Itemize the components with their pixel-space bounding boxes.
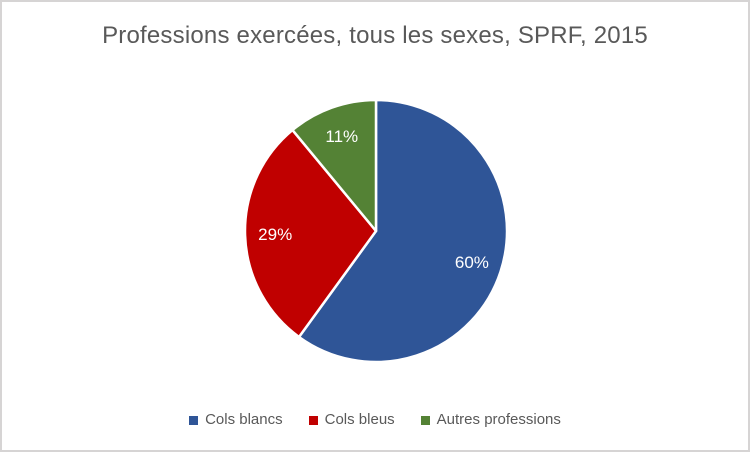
chart-title: Professions exercées, tous les sexes, SP… bbox=[102, 22, 648, 49]
legend-label-autres-professions: Autres professions bbox=[436, 411, 561, 428]
pie-slice-autres-professions bbox=[291, 98, 378, 233]
data-label-cols-bleus: 29% bbox=[258, 225, 292, 244]
legend: Cols blancs Cols bleus Autres profession… bbox=[2, 410, 748, 430]
pie-slice-cols-blancs bbox=[297, 98, 509, 364]
legend-item-cols-bleus: Cols bleus bbox=[308, 410, 395, 430]
legend-label-cols-bleus: Cols bleus bbox=[324, 411, 395, 428]
pie-slice-cols-bleus bbox=[243, 128, 378, 339]
legend-item-autres-professions: Autres professions bbox=[420, 410, 561, 430]
legend-swatch-cols-bleus-icon bbox=[308, 415, 318, 425]
legend-swatch-autres-professions-icon bbox=[420, 415, 430, 425]
data-label-autres-professions: 11% bbox=[325, 127, 358, 146]
legend-swatch-cols-blancs-icon bbox=[189, 415, 199, 425]
legend-label-cols-blancs: Cols blancs bbox=[205, 411, 283, 428]
legend-item-cols-blancs: Cols blancs bbox=[189, 410, 283, 430]
data-label-cols-blancs: 60% bbox=[455, 253, 489, 272]
